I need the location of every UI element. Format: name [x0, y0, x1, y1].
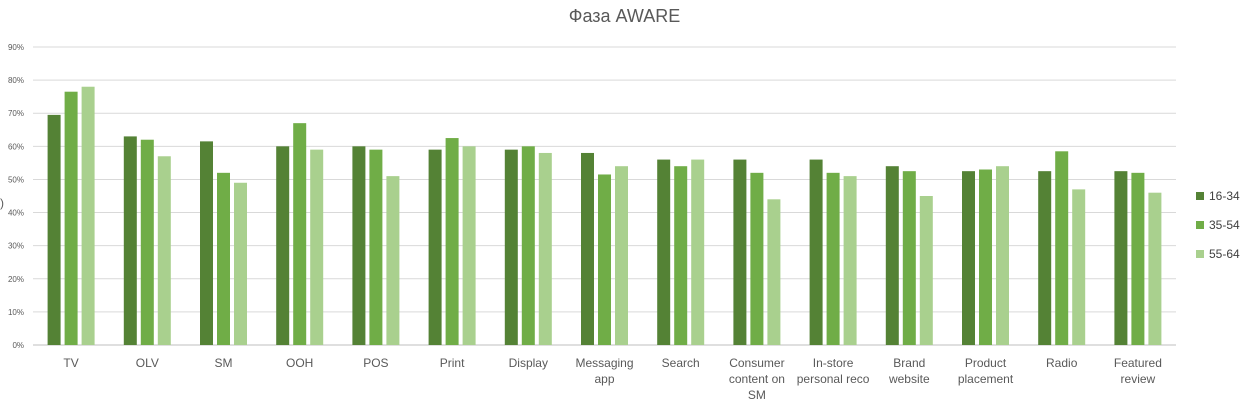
bars — [47, 86, 1162, 346]
bar-35-54 — [521, 146, 535, 345]
bar-35-54 — [64, 91, 78, 345]
x-tick-label: Messaging app — [575, 356, 633, 386]
bar-35-54 — [140, 139, 154, 345]
x-tick-label: In-store personal reco — [797, 356, 870, 386]
bar-16-34 — [885, 166, 899, 345]
x-tick-label: Display — [509, 356, 548, 370]
bar-55-64 — [691, 159, 705, 345]
legend-item-55-64: 55-64 — [1196, 247, 1240, 261]
bar-35-54 — [1131, 172, 1145, 345]
bar-35-54 — [293, 123, 307, 346]
bar-16-34 — [581, 152, 594, 345]
bar-55-64 — [234, 182, 247, 345]
bar-55-64 — [1148, 192, 1162, 345]
y-tick-label: 0% — [12, 341, 24, 350]
y-tick-label: 70% — [8, 109, 24, 118]
bar-35-54 — [369, 149, 383, 345]
bar-55-64 — [538, 152, 552, 345]
bar-55-64 — [919, 196, 933, 345]
legend-label: 16-34 — [1209, 189, 1240, 203]
x-tick-label: Brand website — [888, 356, 930, 386]
legend-item-35-54: 35-54 — [1196, 218, 1240, 232]
bar-35-54 — [750, 172, 764, 345]
bar-55-64 — [767, 199, 781, 345]
legend-label: 55-64 — [1209, 247, 1240, 261]
y-tick-label: 80% — [8, 76, 24, 85]
x-tick-label: Featured review — [1114, 356, 1162, 386]
legend-swatch — [1196, 250, 1204, 258]
x-axis-labels: TV OLV SM OOH POS Print Display Messaging app Sea… — [63, 356, 1161, 402]
legend-swatch — [1196, 192, 1204, 200]
bar-55-64 — [462, 146, 476, 345]
x-tick-label: Search — [662, 356, 700, 370]
bar-55-64 — [1072, 189, 1086, 345]
y-axis-ticks: 0% 10% 20% 30% 40% 50% 60% 70% 80% 90% — [8, 43, 24, 350]
x-tick-label: Consumer content on SM — [729, 356, 785, 402]
x-tick-label: SM — [215, 356, 233, 370]
bar-16-34 — [200, 141, 213, 345]
bar-35-54 — [826, 172, 840, 345]
y-tick-label: 90% — [8, 43, 24, 52]
bar-55-64 — [615, 166, 628, 345]
x-tick-label: Product placement — [958, 356, 1014, 386]
y-tick-label: 20% — [8, 275, 24, 284]
x-tick-label: POS — [363, 356, 388, 370]
y-tick-label: 10% — [8, 308, 24, 317]
legend-label: 35-54 — [1209, 218, 1240, 232]
x-tick-label: Print — [440, 356, 465, 370]
bar-55-64 — [996, 166, 1009, 345]
bar-16-34 — [657, 159, 671, 345]
legend-swatch — [1196, 221, 1204, 229]
bar-16-34 — [1114, 171, 1128, 345]
y-tick-label: 30% — [8, 242, 24, 251]
edge-mark: ) — [0, 196, 4, 210]
y-tick-label: 60% — [8, 142, 24, 151]
y-tick-label: 40% — [8, 209, 24, 218]
bar-35-54 — [217, 172, 230, 345]
bar-35-54 — [445, 138, 459, 345]
bar-55-64 — [386, 176, 400, 345]
bar-16-34 — [47, 114, 61, 345]
bar-35-54 — [1055, 151, 1069, 345]
bar-35-54 — [979, 169, 992, 345]
bar-35-54 — [598, 174, 611, 345]
bar-16-34 — [809, 159, 823, 345]
bar-16-34 — [733, 159, 747, 345]
chart-title: Фаза AWARE — [568, 6, 681, 26]
bar-16-34 — [276, 146, 290, 345]
bar-35-54 — [902, 171, 916, 345]
bar-16-34 — [1038, 171, 1052, 345]
y-tick-label: 50% — [8, 175, 24, 184]
bar-16-34 — [428, 149, 442, 345]
bar-55-64 — [310, 149, 324, 345]
bar-55-64 — [843, 176, 857, 345]
legend-item-16-34: 16-34 — [1196, 189, 1240, 203]
bar-55-64 — [81, 86, 95, 345]
x-tick-label: TV — [63, 356, 78, 370]
x-tick-label: OOH — [286, 356, 313, 370]
x-tick-label: Radio — [1046, 356, 1078, 370]
bar-16-34 — [123, 136, 137, 345]
bar-16-34 — [504, 149, 518, 345]
bar-55-64 — [157, 156, 171, 345]
bar-35-54 — [674, 166, 688, 345]
x-tick-label: OLV — [136, 356, 159, 370]
legend: 16-34 35-54 55-64 — [1196, 189, 1240, 276]
bar-16-34 — [352, 146, 366, 345]
bar-16-34 — [962, 171, 975, 345]
